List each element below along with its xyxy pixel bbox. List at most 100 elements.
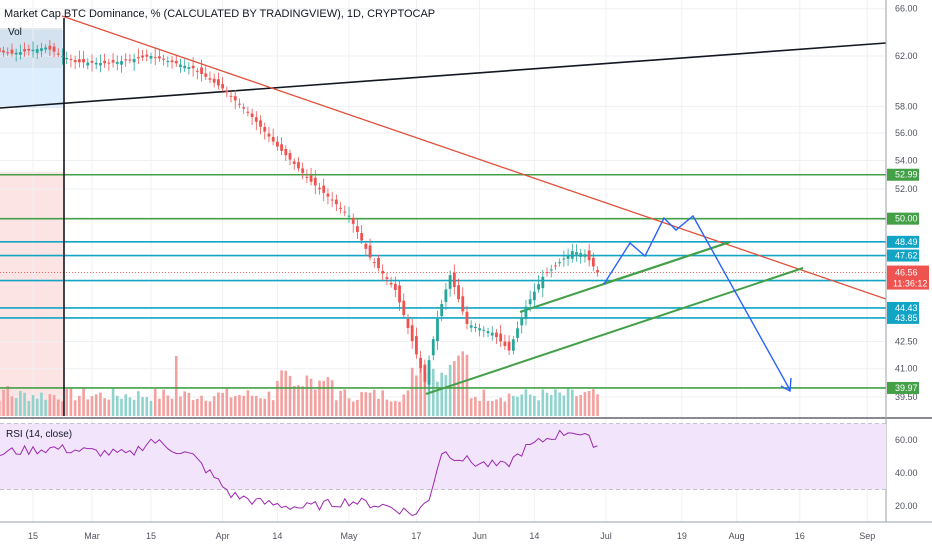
volume-bar	[14, 398, 18, 416]
candle-body	[288, 153, 292, 160]
level-tag-label: 52.99	[895, 170, 918, 180]
candle-body	[204, 73, 208, 77]
volume-bar	[40, 392, 43, 416]
volume-bar	[208, 401, 212, 416]
candle-body	[120, 61, 123, 65]
candle-body	[478, 328, 482, 331]
volume-bar	[406, 390, 410, 416]
candle-body	[372, 262, 376, 264]
volume-bar	[499, 397, 502, 416]
candle-body	[221, 84, 225, 89]
candle-body	[48, 45, 52, 50]
level-tag-label: 43.85	[895, 313, 918, 323]
volume-label: Vol	[8, 27, 22, 38]
volume-bar	[153, 389, 157, 416]
candle-body	[461, 296, 465, 312]
volume-bar	[187, 392, 191, 416]
forecast-polyline	[603, 214, 791, 391]
candle-body	[579, 253, 583, 257]
candle-body	[575, 252, 578, 255]
price-tick-label: 39.50	[895, 392, 918, 402]
level-tag-label: 48.49	[895, 237, 918, 247]
candle-body	[309, 175, 313, 182]
volume-bar	[48, 394, 52, 416]
volume-bar	[166, 395, 170, 416]
volume-bar	[276, 381, 279, 416]
candle-body	[402, 300, 406, 316]
volume-bar	[271, 400, 275, 416]
candle-body	[259, 120, 262, 127]
candle-body	[532, 291, 536, 301]
rsi-line	[0, 429, 598, 517]
candle-body	[183, 65, 187, 69]
volume-bar	[440, 372, 443, 416]
candle-body	[377, 257, 380, 269]
price-axis[interactable]: 66.00 62.00 58.00 56.00 54.00 52.00 42.50 41.00…	[895, 4, 918, 402]
candle-body	[82, 58, 85, 63]
candle-body	[191, 65, 195, 69]
volume-bar	[528, 394, 532, 416]
candle-body	[385, 277, 389, 279]
candle-body	[208, 78, 212, 80]
candle-body	[313, 177, 317, 186]
volume-bar	[545, 392, 549, 416]
volume-bar	[61, 401, 64, 416]
volume-bar	[124, 394, 128, 416]
candle-body	[292, 161, 296, 164]
candle-body	[334, 199, 338, 205]
volume-bar	[115, 395, 119, 416]
candle-body	[187, 67, 191, 69]
candle-body	[520, 317, 524, 326]
rsi-axis[interactable]: 60.00 40.00 20.00	[895, 435, 918, 511]
rsi-tick-label: 40.00	[895, 468, 918, 478]
time-axis[interactable]: 15 Mar 15 Apr 14 May 17 Jun 14 Jul 19 Aug 16 Sep	[28, 531, 875, 541]
volume-bar	[52, 395, 56, 416]
candles	[0, 40, 599, 394]
candle-body	[356, 226, 359, 233]
candle-body	[6, 52, 10, 54]
legend-thumbnail-zone	[0, 28, 62, 68]
level-tag-label: 47.62	[895, 251, 918, 261]
candle-body	[503, 341, 507, 347]
volume-bar	[263, 398, 267, 416]
candle-body	[360, 233, 364, 241]
candle-body	[200, 67, 203, 74]
price-tick-label: 41.00	[895, 364, 918, 374]
candle-body	[524, 306, 528, 319]
volume-bar	[212, 396, 216, 416]
volume-bar	[250, 395, 254, 416]
candle-body	[77, 59, 81, 63]
forecast-arrowhead	[780, 377, 792, 393]
volume-bar	[524, 389, 528, 416]
candle-body	[94, 62, 98, 65]
volume-bar	[389, 401, 393, 416]
chart-title: Market Cap BTC Dominance, % (CALCULATED …	[4, 8, 435, 20]
candle-body	[339, 207, 342, 209]
trendline-green-lower	[425, 267, 804, 395]
candle-body	[195, 70, 199, 72]
candle-body	[381, 270, 385, 274]
volume-bar	[2, 389, 5, 416]
volume-bar	[233, 395, 237, 416]
candle-body	[73, 60, 77, 63]
volume-bar	[132, 399, 136, 416]
candle-body	[415, 336, 418, 355]
time-tick-label: 15	[146, 531, 156, 541]
candle-body	[31, 49, 35, 52]
price-tick-label: 58.00	[895, 101, 918, 111]
candle-body	[271, 136, 275, 142]
volume-bar	[35, 398, 39, 416]
candle-body	[107, 62, 111, 64]
candle-body	[233, 96, 237, 101]
volume-bar	[229, 397, 233, 416]
volume-bar	[410, 367, 414, 416]
candle-body	[566, 254, 570, 259]
candle-body	[162, 58, 166, 60]
volume-bar	[457, 355, 460, 416]
volume-bar	[436, 381, 439, 416]
volume-bar	[558, 392, 561, 416]
candle-body	[238, 103, 241, 105]
volume-bar	[423, 372, 427, 416]
volume-bar	[579, 395, 583, 416]
